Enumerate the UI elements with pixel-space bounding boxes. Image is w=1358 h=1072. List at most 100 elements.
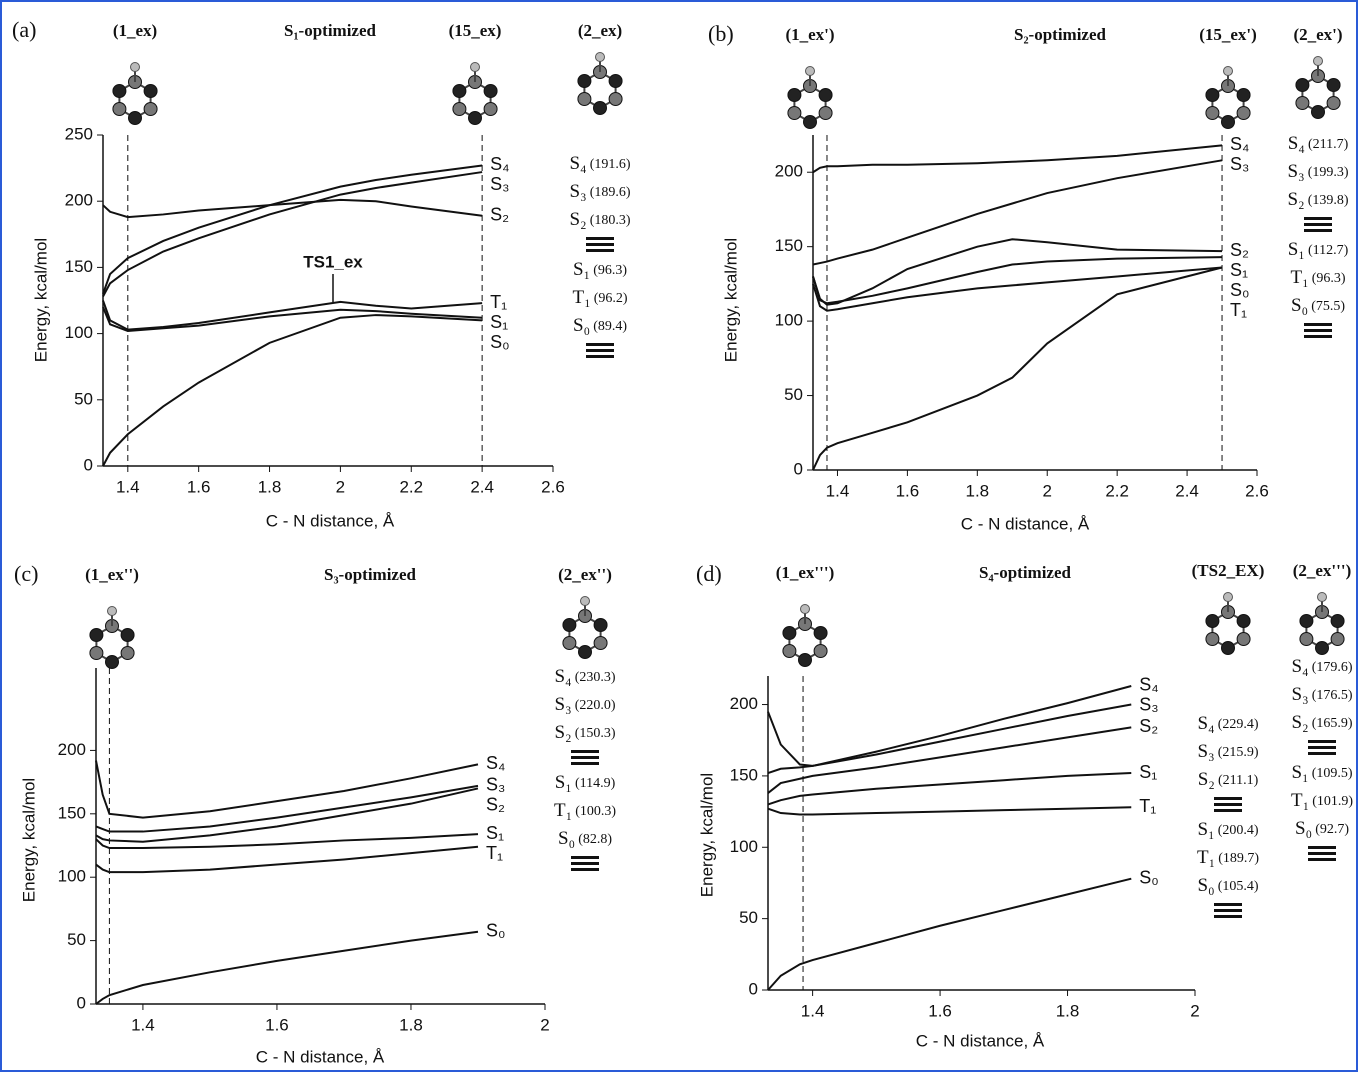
atom bbox=[121, 647, 134, 660]
x-tick-label: 2 bbox=[1043, 481, 1052, 500]
state-name: S₄ bbox=[554, 666, 571, 687]
atom bbox=[1327, 79, 1340, 92]
y-tick-label: 50 bbox=[67, 930, 86, 949]
energy-level bbox=[571, 856, 599, 859]
state-energy: (105.4) bbox=[1218, 879, 1259, 894]
state-energy: (220.0) bbox=[575, 698, 616, 713]
state-name: S₃ bbox=[554, 694, 571, 715]
state-energy: (75.5) bbox=[1311, 299, 1345, 314]
atom bbox=[106, 656, 119, 669]
atom bbox=[1206, 107, 1219, 120]
molecule-icon bbox=[783, 605, 827, 667]
x-tick-label: 2.2 bbox=[1105, 481, 1129, 500]
level-group-label: (TS2_EX) bbox=[1192, 561, 1265, 580]
energy-level bbox=[1304, 329, 1332, 332]
state-energy: (200.4) bbox=[1218, 823, 1259, 838]
x-tick-label: 1.4 bbox=[116, 477, 140, 496]
x-tick-label: 1.8 bbox=[258, 477, 282, 496]
state-energy: (114.9) bbox=[575, 776, 616, 791]
series-label: S₂ bbox=[490, 205, 509, 225]
level-label: T₁(101.9) bbox=[1291, 790, 1353, 811]
level-label: S₃ (220.0) bbox=[554, 694, 615, 715]
level-label: S₁(200.4) bbox=[1197, 819, 1258, 840]
series-label: S₀ bbox=[486, 920, 505, 940]
y-axis-label: Energy, kcal/mol bbox=[19, 778, 38, 902]
state-energy: (109.5) bbox=[1312, 766, 1353, 781]
energy-level bbox=[1308, 852, 1336, 855]
series-line bbox=[103, 315, 482, 466]
series-label: S₂ bbox=[1139, 716, 1158, 736]
level-label: S₃(215.9) bbox=[1197, 741, 1258, 762]
x-tick-label: 1.6 bbox=[187, 477, 211, 496]
atom bbox=[594, 637, 607, 650]
state-name: S₂ bbox=[554, 722, 571, 743]
state-name: S₁ bbox=[1291, 762, 1308, 783]
level-label: T₁(100.3) bbox=[554, 800, 616, 821]
level-label: T₁(189.7) bbox=[1197, 847, 1259, 868]
y-tick-label: 100 bbox=[65, 323, 93, 342]
series-label: S₂ bbox=[1230, 240, 1249, 260]
series-line bbox=[96, 761, 478, 818]
y-tick-label: 0 bbox=[794, 459, 803, 478]
atom bbox=[806, 67, 815, 76]
level-label: S₃(199.3) bbox=[1287, 161, 1348, 182]
state-energy: (229.4) bbox=[1218, 717, 1259, 732]
state-energy: (100.3) bbox=[575, 804, 616, 819]
series-label: T₁ bbox=[490, 292, 507, 312]
y-tick-label: 0 bbox=[84, 455, 93, 474]
atom bbox=[484, 103, 497, 116]
level-label: S₄(211.7) bbox=[1288, 133, 1349, 154]
structure-label: (15_ex') bbox=[1199, 25, 1257, 44]
state-energy: (211.7) bbox=[1308, 137, 1349, 152]
x-tick-label: 2.6 bbox=[1245, 481, 1269, 500]
state-energy: (211.1) bbox=[1218, 773, 1259, 788]
y-tick-label: 150 bbox=[775, 236, 803, 255]
y-tick-label: 100 bbox=[58, 867, 86, 886]
x-tick-label: 2 bbox=[1190, 1001, 1199, 1020]
energy-level bbox=[1304, 335, 1332, 338]
y-axis-label: Energy, kcal/mol bbox=[721, 238, 740, 362]
energy-level bbox=[1304, 323, 1332, 326]
energy-level bbox=[1308, 752, 1336, 755]
series-line bbox=[96, 932, 478, 1004]
level-group-label: (2_ex''') bbox=[1293, 561, 1352, 580]
series-line bbox=[103, 165, 482, 293]
x-tick-label: 1.6 bbox=[896, 481, 920, 500]
state-name: S₁ bbox=[573, 259, 590, 280]
atom bbox=[579, 646, 592, 659]
level-label: S₁(112.7) bbox=[1288, 239, 1349, 260]
atom bbox=[144, 103, 157, 116]
series-label: S₁ bbox=[1139, 762, 1157, 782]
level-label: S₂(211.1) bbox=[1198, 769, 1259, 790]
annotation: TS1_ex bbox=[303, 252, 363, 271]
series-label: S₃ bbox=[486, 775, 505, 795]
state-name: S₁ bbox=[1288, 239, 1305, 260]
state-energy: (215.9) bbox=[1218, 745, 1259, 760]
energy-level bbox=[586, 243, 614, 246]
y-tick-label: 150 bbox=[58, 803, 86, 822]
energy-level bbox=[1308, 858, 1336, 861]
y-tick-label: 250 bbox=[65, 124, 93, 143]
level-label: S₄(179.6) bbox=[1291, 656, 1352, 677]
structure-label: (1_ex''') bbox=[776, 563, 835, 582]
y-tick-label: 150 bbox=[730, 765, 758, 784]
state-energy: (180.3) bbox=[590, 213, 631, 228]
energy-level bbox=[571, 756, 599, 759]
state-name: S₂ bbox=[1287, 189, 1304, 210]
atom bbox=[1222, 116, 1235, 129]
atom bbox=[113, 103, 126, 116]
series-label: S₄ bbox=[1230, 134, 1249, 154]
atom bbox=[1237, 615, 1250, 628]
level-label: S₁ (109.5) bbox=[1291, 762, 1352, 783]
energy-level bbox=[586, 343, 614, 346]
atom bbox=[90, 647, 103, 660]
structure-label: (15_ex) bbox=[449, 21, 502, 40]
atom bbox=[453, 85, 466, 98]
y-tick-label: 200 bbox=[58, 740, 86, 759]
state-energy: (165.9) bbox=[1312, 716, 1353, 731]
energy-level bbox=[571, 750, 599, 753]
atom bbox=[563, 637, 576, 650]
state-name: S₀ bbox=[1291, 295, 1308, 316]
state-energy: (96.3) bbox=[1312, 271, 1346, 286]
y-tick-label: 200 bbox=[775, 162, 803, 181]
